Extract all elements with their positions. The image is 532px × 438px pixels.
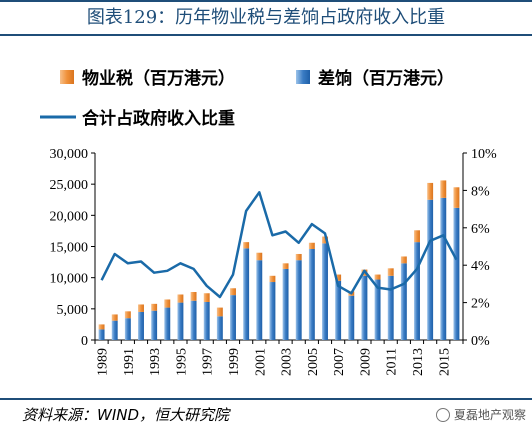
y-right-tick-label: 0% bbox=[471, 334, 490, 349]
x-tick-label: 1989 bbox=[96, 348, 111, 376]
bar-rates bbox=[348, 295, 355, 340]
source-note: 资料来源：WIND，恒大研究院 bbox=[22, 406, 230, 424]
bar-property-tax bbox=[414, 230, 420, 243]
bar-rates bbox=[124, 318, 131, 340]
bar-rates bbox=[308, 248, 315, 340]
bar-property-tax bbox=[308, 242, 315, 249]
bar-rates bbox=[282, 268, 289, 340]
bar-property-tax bbox=[124, 311, 131, 319]
bar-property-tax bbox=[243, 242, 250, 249]
legend-label-property-tax: 物业税（百万港元） bbox=[82, 68, 235, 89]
y-right-tick-label: 4% bbox=[471, 259, 490, 274]
bar-property-tax bbox=[453, 187, 460, 208]
bar-property-tax bbox=[295, 253, 302, 261]
bar-rates bbox=[243, 248, 250, 340]
bar-rates bbox=[190, 300, 197, 340]
y-left-tick-label: 15,000 bbox=[50, 241, 89, 256]
x-tick-label: 1991 bbox=[122, 348, 137, 376]
y-right-tick-label: 6% bbox=[471, 222, 490, 237]
ratio-line bbox=[100, 191, 458, 299]
bar-property-tax bbox=[177, 294, 184, 303]
bar-property-tax bbox=[98, 324, 105, 330]
bar-rates bbox=[335, 280, 342, 340]
bar-property-tax bbox=[335, 274, 342, 281]
figure-title: 图表129：历年物业税与差饷占政府收入比重 bbox=[0, 0, 532, 36]
bar-rates bbox=[387, 275, 394, 340]
y-left-tick-label: 10,000 bbox=[50, 272, 89, 287]
bar-rates bbox=[269, 282, 276, 340]
bar-property-tax bbox=[374, 274, 381, 280]
x-tick-label: 2003 bbox=[280, 348, 295, 376]
bar-rates bbox=[164, 307, 171, 340]
bar-rates bbox=[414, 242, 420, 340]
bar-rates bbox=[111, 320, 118, 340]
y-left-tick-label: 5,000 bbox=[57, 303, 89, 318]
bar-property-tax bbox=[190, 292, 197, 301]
x-tick-label: 1997 bbox=[201, 348, 216, 376]
x-tick-label: 2005 bbox=[306, 348, 321, 376]
bar-property-tax bbox=[151, 303, 158, 311]
bar-property-tax bbox=[427, 182, 434, 200]
bar-property-tax bbox=[269, 275, 276, 283]
footer-rule bbox=[0, 398, 532, 400]
bar-rates bbox=[427, 199, 434, 340]
bar-rates bbox=[322, 243, 328, 340]
y-left-tick-label: 0 bbox=[81, 334, 88, 349]
bar-rates bbox=[230, 295, 236, 340]
x-tick-label: 1993 bbox=[148, 348, 163, 376]
watermark: 夏磊地产观察 bbox=[435, 406, 526, 423]
x-tick-label: 2013 bbox=[411, 348, 426, 376]
watermark-text: 夏磊地产观察 bbox=[453, 408, 526, 422]
bar-property-tax bbox=[387, 268, 394, 276]
bar-rates bbox=[295, 260, 302, 340]
y-left-tick-label: 30,000 bbox=[50, 147, 89, 162]
bar-rates bbox=[98, 329, 105, 340]
x-tick-label: 2007 bbox=[332, 348, 347, 376]
bar-property-tax bbox=[230, 288, 236, 296]
x-tick-label: 1995 bbox=[174, 348, 189, 376]
bar-rates bbox=[151, 310, 158, 340]
bar-property-tax bbox=[138, 304, 144, 312]
bar-rates bbox=[256, 260, 263, 340]
bar-property-tax bbox=[282, 263, 289, 269]
legend-swatch-property-tax bbox=[60, 70, 74, 84]
bar-rates bbox=[177, 302, 184, 340]
bar-property-tax bbox=[216, 307, 223, 317]
legend: 物业税（百万港元） 差饷（百万港元） 合计占政府收入比重 bbox=[40, 68, 454, 129]
y-right-tick-label: 2% bbox=[471, 297, 490, 312]
bar-rates bbox=[203, 301, 210, 340]
bar-property-tax bbox=[203, 293, 210, 302]
bar-rates bbox=[138, 311, 144, 340]
legend-label-rates: 差饷（百万港元） bbox=[318, 68, 454, 89]
wechat-icon bbox=[435, 407, 450, 422]
x-tick-label: 2001 bbox=[253, 348, 268, 376]
bar-property-tax bbox=[111, 314, 118, 321]
bar-property-tax bbox=[164, 299, 171, 308]
bar-rates bbox=[374, 279, 381, 340]
legend-label-ratio: 合计占政府收入比重 bbox=[82, 108, 235, 129]
bar-property-tax bbox=[400, 256, 407, 264]
bar-rates bbox=[400, 263, 407, 340]
bar-rates bbox=[361, 275, 368, 340]
y-right-tick-label: 8% bbox=[471, 184, 490, 199]
bar-rates bbox=[440, 197, 447, 340]
y-left-tick-label: 20,000 bbox=[50, 209, 89, 224]
bar-rates bbox=[453, 207, 460, 340]
x-tick-label: 2011 bbox=[385, 348, 400, 375]
x-tick-label: 2015 bbox=[437, 348, 452, 376]
bar-rates bbox=[216, 316, 223, 340]
plot-area: 0 5,000 10,000 15,000 20,000 25,000 30,000 0% 2%… bbox=[50, 147, 498, 376]
y-right-tick-label: 10% bbox=[471, 147, 497, 162]
legend-swatch-rates bbox=[296, 70, 310, 84]
bar-property-tax bbox=[322, 236, 328, 244]
bar-property-tax bbox=[440, 180, 447, 198]
x-tick-label: 2009 bbox=[358, 348, 373, 376]
y-left-tick-label: 25,000 bbox=[50, 178, 89, 193]
x-tick-label: 1999 bbox=[227, 348, 242, 376]
bar-property-tax bbox=[256, 252, 263, 261]
